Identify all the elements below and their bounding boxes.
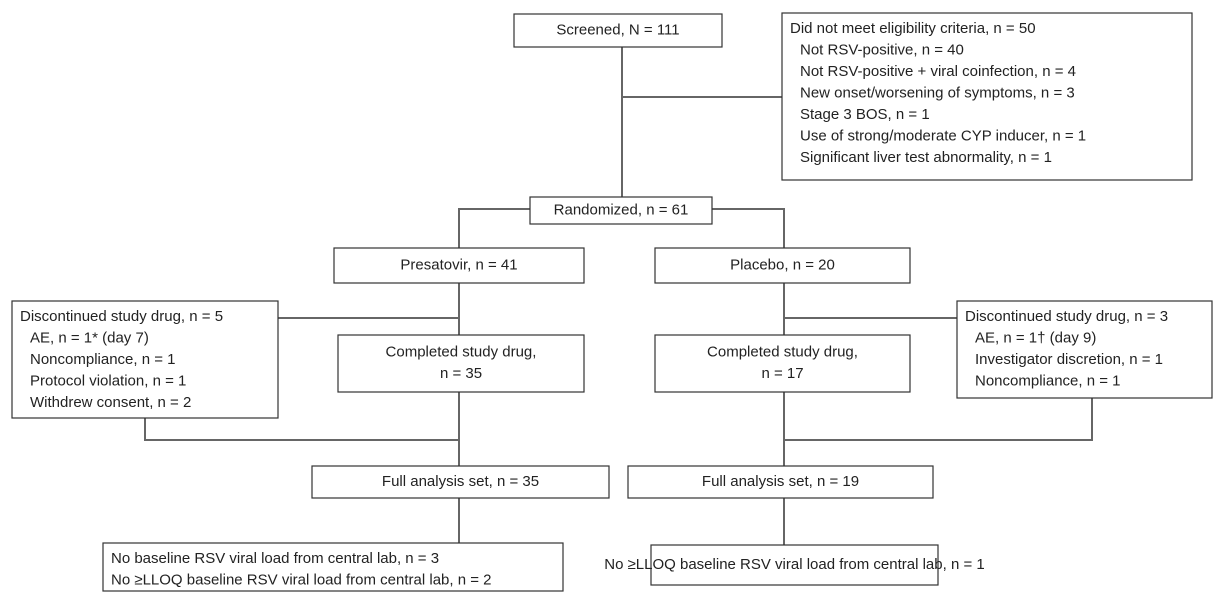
box-title: Discontinued study drug, n = 5 bbox=[20, 308, 223, 325]
box bbox=[654, 247, 911, 284]
box bbox=[529, 196, 713, 225]
connector bbox=[621, 47, 782, 197]
box bbox=[11, 300, 279, 419]
box bbox=[102, 542, 564, 592]
box-line: New onset/worsening of symptoms, n = 3 bbox=[800, 84, 1075, 101]
box-line: Significant liver test abnormality, n = … bbox=[800, 149, 1052, 166]
box-title: No ≥LLOQ baseline RSV viral load from ce… bbox=[604, 556, 985, 573]
box-title: Completed study drug, bbox=[386, 344, 537, 361]
connector bbox=[144, 392, 460, 466]
box-line: Not RSV-positive + viral coinfection, n … bbox=[800, 63, 1076, 80]
connector bbox=[278, 283, 460, 335]
box bbox=[781, 12, 1193, 181]
box-line: AE, n = 1† (day 9) bbox=[975, 329, 1096, 346]
connector bbox=[458, 208, 785, 248]
box-line: AE, n = 1* (day 7) bbox=[30, 329, 149, 346]
connector bbox=[458, 498, 785, 545]
box-line: Protocol violation, n = 1 bbox=[30, 372, 186, 389]
box-title: Full analysis set, n = 35 bbox=[382, 473, 539, 490]
box-line: n = 17 bbox=[761, 365, 803, 382]
box bbox=[627, 465, 934, 499]
box-title: Did not meet eligibility criteria, n = 5… bbox=[790, 20, 1036, 37]
box-line: Use of strong/moderate CYP inducer, n = … bbox=[800, 127, 1086, 144]
box bbox=[337, 334, 585, 393]
box-title: Placebo, n = 20 bbox=[730, 256, 835, 273]
connector bbox=[783, 283, 957, 335]
box bbox=[956, 300, 1213, 399]
box-title: Randomized, n = 61 bbox=[554, 201, 689, 218]
box bbox=[650, 544, 939, 586]
box-title: Completed study drug, bbox=[707, 344, 858, 361]
box-title: Full analysis set, n = 19 bbox=[702, 473, 859, 490]
box-line: Noncompliance, n = 1 bbox=[975, 372, 1121, 389]
box bbox=[654, 334, 911, 393]
box-title: Discontinued study drug, n = 3 bbox=[965, 308, 1168, 325]
box bbox=[513, 13, 723, 48]
box bbox=[311, 465, 610, 499]
box-title: Presatovir, n = 41 bbox=[400, 256, 517, 273]
box-line: Investigator discretion, n = 1 bbox=[975, 351, 1163, 368]
box-title: No baseline RSV viral load from central … bbox=[111, 550, 439, 567]
box-line: Not RSV-positive, n = 40 bbox=[800, 41, 964, 58]
connectors bbox=[144, 47, 1093, 545]
box-line: Noncompliance, n = 1 bbox=[30, 351, 176, 368]
connector bbox=[783, 392, 1093, 466]
box-line: n = 35 bbox=[440, 365, 482, 382]
box bbox=[333, 247, 585, 284]
box-line: No ≥LLOQ baseline RSV viral load from ce… bbox=[111, 571, 492, 588]
box-title: Screened, N = 111 bbox=[556, 21, 679, 38]
box-line: Stage 3 BOS, n = 1 bbox=[800, 106, 930, 123]
box-line: Withdrew consent, n = 2 bbox=[30, 394, 191, 411]
